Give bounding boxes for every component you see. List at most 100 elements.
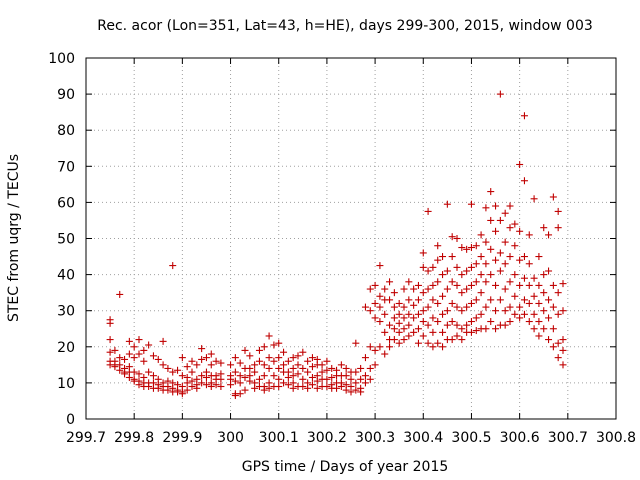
- data-point: [453, 321, 461, 329]
- data-point: [429, 314, 437, 322]
- data-point: [467, 318, 475, 326]
- data-point: [439, 292, 447, 300]
- data-point: [506, 278, 514, 286]
- data-point: [299, 383, 307, 391]
- data-point: [525, 318, 533, 326]
- data-point: [419, 307, 427, 315]
- data-point: [482, 260, 490, 268]
- x-tick-label: 300.8: [596, 430, 636, 446]
- data-point: [492, 281, 500, 289]
- data-point: [424, 207, 432, 215]
- data-point: [559, 307, 567, 315]
- data-point: [357, 375, 365, 383]
- data-point: [275, 383, 283, 391]
- data-point: [448, 278, 456, 286]
- data-point: [530, 195, 538, 203]
- data-point: [236, 359, 244, 367]
- data-point: [376, 303, 384, 311]
- data-point: [299, 375, 307, 383]
- data-point: [308, 363, 316, 371]
- data-point: [198, 345, 206, 353]
- data-point: [487, 271, 495, 279]
- x-tick-label: 300.7: [548, 430, 588, 446]
- data-point: [289, 364, 297, 372]
- data-point: [198, 379, 206, 387]
- data-point: [545, 314, 553, 322]
- x-tick-label: 300.2: [307, 430, 347, 446]
- data-point: [342, 386, 350, 394]
- data-point: [482, 204, 490, 212]
- data-point: [477, 271, 485, 279]
- data-point: [169, 368, 177, 376]
- data-point: [443, 307, 451, 315]
- data-point: [477, 253, 485, 261]
- data-point: [116, 290, 124, 298]
- data-point: [501, 307, 509, 315]
- data-point: [178, 390, 186, 398]
- data-point: [405, 278, 413, 286]
- data-point: [443, 285, 451, 293]
- data-point: [487, 188, 495, 196]
- data-point: [227, 381, 235, 389]
- data-point: [342, 364, 350, 372]
- data-point: [140, 357, 148, 365]
- data-point: [540, 271, 548, 279]
- x-tick-label: 300: [217, 430, 244, 446]
- data-point: [145, 368, 153, 376]
- data-point: [304, 357, 312, 365]
- data-point: [506, 318, 514, 326]
- data-point: [434, 256, 442, 264]
- data-point: [520, 296, 528, 304]
- data-point: [241, 386, 249, 394]
- data-point: [516, 303, 524, 311]
- data-point: [516, 160, 524, 168]
- data-point: [429, 343, 437, 351]
- data-point: [467, 200, 475, 208]
- data-point: [294, 361, 302, 369]
- data-point: [419, 263, 427, 271]
- data-point: [381, 310, 389, 318]
- data-point: [530, 310, 538, 318]
- data-point: [255, 357, 263, 365]
- data-point: [318, 361, 326, 369]
- data-point: [183, 379, 191, 387]
- data-point: [294, 370, 302, 378]
- data-point: [304, 384, 312, 392]
- data-point: [458, 244, 466, 252]
- data-point: [361, 354, 369, 362]
- data-point: [284, 357, 292, 365]
- data-point: [520, 274, 528, 282]
- data-point: [135, 370, 143, 378]
- y-axis-label: STEC from uqrg / TECUs: [6, 154, 22, 322]
- data-point: [414, 325, 422, 333]
- data-point: [130, 354, 138, 362]
- data-point: [381, 350, 389, 358]
- data-point: [260, 386, 268, 394]
- y-tick-label: 60: [57, 195, 75, 211]
- data-point: [106, 348, 114, 356]
- data-point: [492, 202, 500, 210]
- data-point: [111, 346, 119, 354]
- data-point: [390, 303, 398, 311]
- data-point: [333, 384, 341, 392]
- data-point: [106, 319, 114, 327]
- data-point: [419, 318, 427, 326]
- data-point: [439, 310, 447, 318]
- data-point: [323, 366, 331, 374]
- data-point: [463, 245, 471, 253]
- data-point: [116, 354, 124, 362]
- data-point: [265, 332, 273, 340]
- data-point: [217, 383, 225, 391]
- data-point: [164, 386, 172, 394]
- x-tick-label: 300.4: [403, 430, 443, 446]
- data-point: [525, 260, 533, 268]
- data-point: [125, 373, 133, 381]
- data-point: [337, 383, 345, 391]
- data-point: [540, 289, 548, 297]
- data-point: [357, 364, 365, 372]
- data-point: [501, 321, 509, 329]
- data-point: [496, 90, 504, 98]
- data-point: [520, 310, 528, 318]
- y-tick-label: 90: [57, 87, 75, 103]
- data-point: [410, 285, 418, 293]
